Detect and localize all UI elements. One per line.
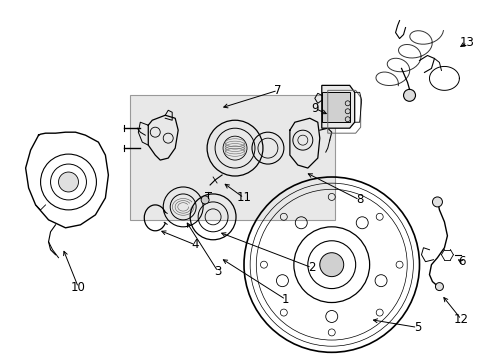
- FancyBboxPatch shape: [321, 92, 349, 122]
- Text: 2: 2: [307, 261, 315, 274]
- Circle shape: [319, 253, 343, 276]
- Text: 1: 1: [282, 293, 289, 306]
- Text: 10: 10: [71, 281, 86, 294]
- Circle shape: [59, 172, 78, 192]
- Text: 3: 3: [214, 265, 222, 278]
- Circle shape: [435, 283, 443, 291]
- Text: 4: 4: [191, 238, 199, 251]
- Circle shape: [201, 196, 209, 204]
- Text: 13: 13: [459, 36, 474, 49]
- Text: 9: 9: [310, 102, 318, 115]
- Polygon shape: [321, 85, 354, 128]
- Text: 11: 11: [236, 192, 251, 204]
- Text: 8: 8: [355, 193, 363, 206]
- Circle shape: [431, 197, 442, 207]
- Text: 7: 7: [274, 84, 281, 97]
- Text: 5: 5: [413, 321, 420, 334]
- Text: 6: 6: [457, 255, 464, 268]
- Text: 12: 12: [453, 313, 468, 326]
- Circle shape: [403, 89, 415, 101]
- Bar: [130, 95, 334, 220]
